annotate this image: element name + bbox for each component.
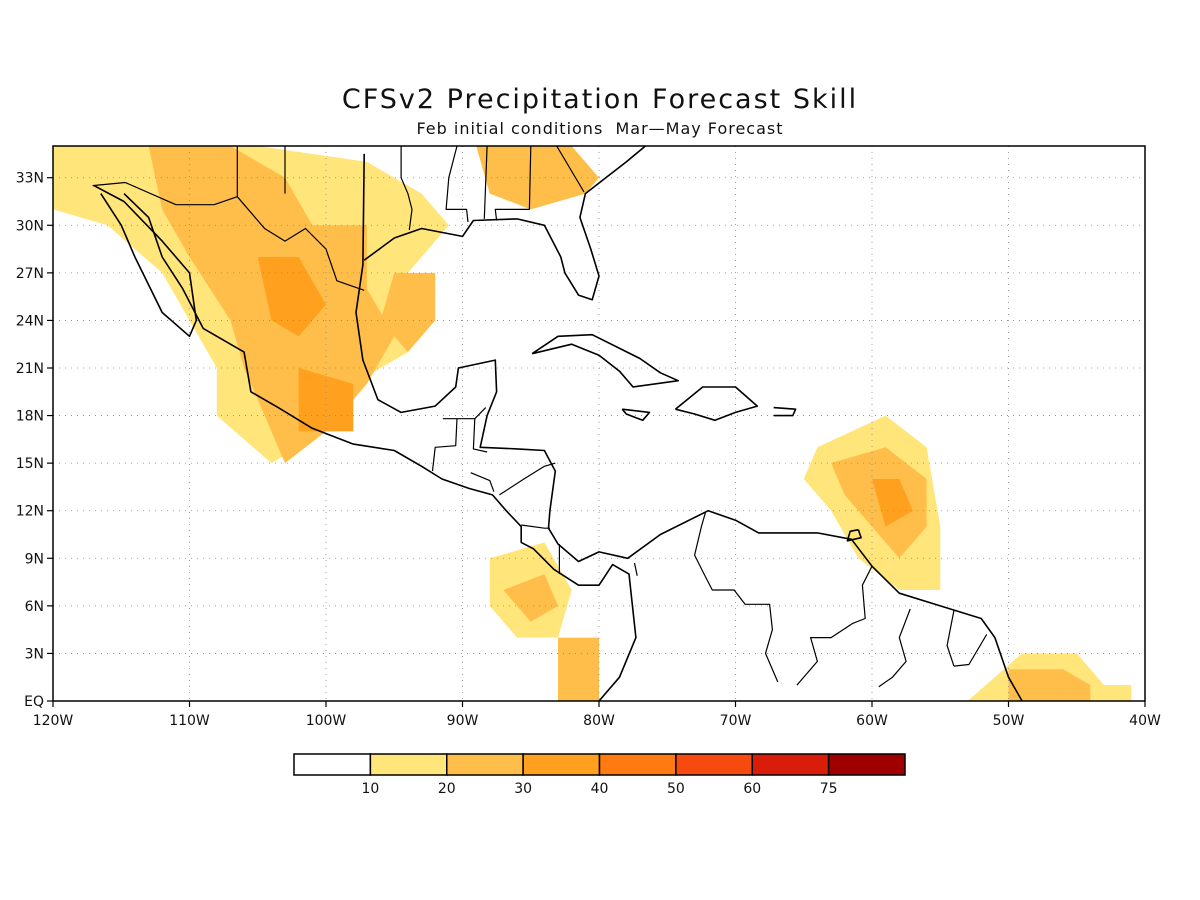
country-border xyxy=(521,524,550,529)
coastline xyxy=(674,386,759,422)
skill-shading-layer xyxy=(53,146,1132,701)
axis-ticks xyxy=(47,177,1146,707)
lat-label: 24N xyxy=(16,313,44,329)
lon-label: 110W xyxy=(169,713,210,729)
country-border xyxy=(878,608,911,688)
country-border xyxy=(472,418,488,453)
coastlines-layer xyxy=(92,146,1023,701)
coastline xyxy=(123,193,637,701)
skill-region-4 xyxy=(257,257,326,337)
colorbar-label: 60 xyxy=(743,781,761,797)
skill-region-2 xyxy=(380,272,436,353)
skill-region-8 xyxy=(872,479,913,527)
coastline xyxy=(846,528,862,542)
colorbar-label: 20 xyxy=(438,781,456,797)
lat-label: 6N xyxy=(25,599,44,615)
country-border xyxy=(633,562,638,576)
colorbar-swatch xyxy=(293,753,372,776)
lon-label: 50W xyxy=(993,713,1025,729)
coastline xyxy=(363,146,646,301)
colorbar-swatch xyxy=(446,753,524,776)
country-border xyxy=(483,146,488,219)
lat-label: 18N xyxy=(16,409,44,425)
coastline xyxy=(93,184,198,338)
country-border xyxy=(953,634,988,667)
skill-region-10 xyxy=(503,574,558,622)
colorbar-swatch xyxy=(751,753,830,776)
lat-label: 27N xyxy=(16,266,44,282)
lon-label: 80W xyxy=(583,713,615,729)
lon-label: 120W xyxy=(33,713,74,729)
country-border xyxy=(694,512,779,683)
country-border xyxy=(431,407,487,472)
lat-label: 15N xyxy=(16,456,44,472)
map-title: CFSv2 Precipitation Forecast Skill xyxy=(341,84,859,115)
skill-region-5 xyxy=(298,368,354,432)
country-border xyxy=(556,146,585,193)
colorbar: 10 20 30 40 50 60 75 xyxy=(293,753,906,797)
lat-label: 21N xyxy=(16,361,44,377)
country-border xyxy=(400,146,413,231)
map-subtitle: Feb initial conditions Mar—May Forecast xyxy=(416,119,784,138)
coastline xyxy=(355,153,1023,701)
country-border xyxy=(499,462,556,496)
colorbar-swatch xyxy=(827,753,906,776)
gridlines xyxy=(53,146,1145,701)
country-border xyxy=(494,146,532,221)
lon-label: 60W xyxy=(856,713,888,729)
country-border xyxy=(796,565,873,686)
colorbar-label: 10 xyxy=(361,781,379,797)
colorbar-swatch xyxy=(522,753,601,776)
coastline xyxy=(531,333,679,388)
country-border xyxy=(946,610,955,667)
lat-label: 33N xyxy=(16,171,44,187)
coastline xyxy=(773,406,797,417)
coastline xyxy=(621,408,651,422)
lon-label: 100W xyxy=(306,713,347,729)
lat-label: EQ xyxy=(24,694,44,710)
colorbar-swatch xyxy=(598,753,677,776)
colorbar-label: 50 xyxy=(667,781,685,797)
colorbar-swatch xyxy=(369,753,448,776)
lat-label: 30N xyxy=(16,218,44,234)
country-border xyxy=(445,146,469,223)
skill-region-13 xyxy=(558,637,599,701)
lon-label: 90W xyxy=(447,713,479,729)
lat-label: 9N xyxy=(25,551,44,567)
lon-label: 40W xyxy=(1129,713,1161,729)
lat-label: 12N xyxy=(16,504,44,520)
colorbar-label: 75 xyxy=(820,781,838,797)
skill-region-12 xyxy=(1008,669,1091,701)
country-border xyxy=(92,181,365,291)
lon-label: 70W xyxy=(720,713,752,729)
colorbar-swatch xyxy=(675,753,753,776)
colorbar-label: 30 xyxy=(514,781,532,797)
skill-region-3 xyxy=(476,146,599,210)
longitude-labels: 120W 110W 100W 90W 80W 70W 60W 50W 40W xyxy=(33,713,1161,729)
colorbar-label: 40 xyxy=(591,781,609,797)
lat-label: 3N xyxy=(25,646,44,662)
latitude-labels: 33N 30N 27N 24N 21N 18N 15N 12N 9N 6N 3N EQ xyxy=(16,171,44,710)
country-border xyxy=(470,472,495,492)
